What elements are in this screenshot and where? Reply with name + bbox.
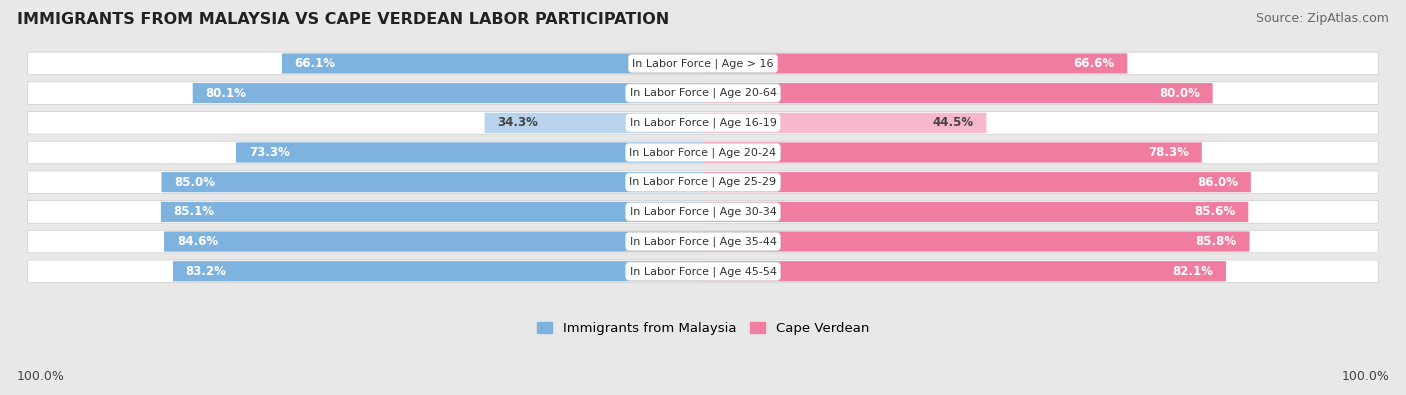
FancyBboxPatch shape [165,231,703,252]
FancyBboxPatch shape [703,113,987,133]
FancyBboxPatch shape [193,83,703,103]
Text: In Labor Force | Age 20-24: In Labor Force | Age 20-24 [630,147,776,158]
Text: In Labor Force | Age 16-19: In Labor Force | Age 16-19 [630,118,776,128]
Text: 73.3%: 73.3% [249,146,290,159]
FancyBboxPatch shape [703,261,1226,281]
Text: 100.0%: 100.0% [17,370,65,383]
FancyBboxPatch shape [703,172,1251,192]
Text: 85.1%: 85.1% [173,205,215,218]
FancyBboxPatch shape [28,52,1378,75]
FancyBboxPatch shape [28,201,1378,223]
Text: 85.8%: 85.8% [1195,235,1237,248]
Text: 80.1%: 80.1% [205,87,246,100]
Text: In Labor Force | Age 25-29: In Labor Force | Age 25-29 [630,177,776,188]
FancyBboxPatch shape [160,202,703,222]
Text: 86.0%: 86.0% [1197,176,1239,189]
FancyBboxPatch shape [28,141,1378,164]
Text: 66.6%: 66.6% [1073,57,1115,70]
Text: 82.1%: 82.1% [1173,265,1213,278]
Text: 34.3%: 34.3% [498,116,538,129]
Text: 84.6%: 84.6% [177,235,218,248]
Text: In Labor Force | Age 35-44: In Labor Force | Age 35-44 [630,236,776,247]
FancyBboxPatch shape [236,143,703,163]
Text: In Labor Force | Age 45-54: In Labor Force | Age 45-54 [630,266,776,276]
FancyBboxPatch shape [28,82,1378,104]
Text: 85.6%: 85.6% [1195,205,1236,218]
Text: 44.5%: 44.5% [932,116,974,129]
FancyBboxPatch shape [703,143,1202,163]
FancyBboxPatch shape [703,53,1128,73]
Text: 100.0%: 100.0% [1341,370,1389,383]
Text: 85.0%: 85.0% [174,176,215,189]
Text: In Labor Force | Age 30-34: In Labor Force | Age 30-34 [630,207,776,217]
Text: 80.0%: 80.0% [1159,87,1199,100]
FancyBboxPatch shape [703,231,1250,252]
FancyBboxPatch shape [162,172,703,192]
Text: Source: ZipAtlas.com: Source: ZipAtlas.com [1256,12,1389,25]
Text: 78.3%: 78.3% [1149,146,1189,159]
FancyBboxPatch shape [703,83,1212,103]
FancyBboxPatch shape [485,113,703,133]
Text: 66.1%: 66.1% [295,57,336,70]
FancyBboxPatch shape [28,230,1378,253]
FancyBboxPatch shape [28,111,1378,134]
Legend: Immigrants from Malaysia, Cape Verdean: Immigrants from Malaysia, Cape Verdean [531,316,875,340]
FancyBboxPatch shape [173,261,703,281]
FancyBboxPatch shape [28,171,1378,194]
Text: In Labor Force | Age 20-64: In Labor Force | Age 20-64 [630,88,776,98]
FancyBboxPatch shape [703,202,1249,222]
Text: In Labor Force | Age > 16: In Labor Force | Age > 16 [633,58,773,69]
FancyBboxPatch shape [283,53,703,73]
FancyBboxPatch shape [28,260,1378,282]
Text: 83.2%: 83.2% [186,265,226,278]
Text: IMMIGRANTS FROM MALAYSIA VS CAPE VERDEAN LABOR PARTICIPATION: IMMIGRANTS FROM MALAYSIA VS CAPE VERDEAN… [17,12,669,27]
